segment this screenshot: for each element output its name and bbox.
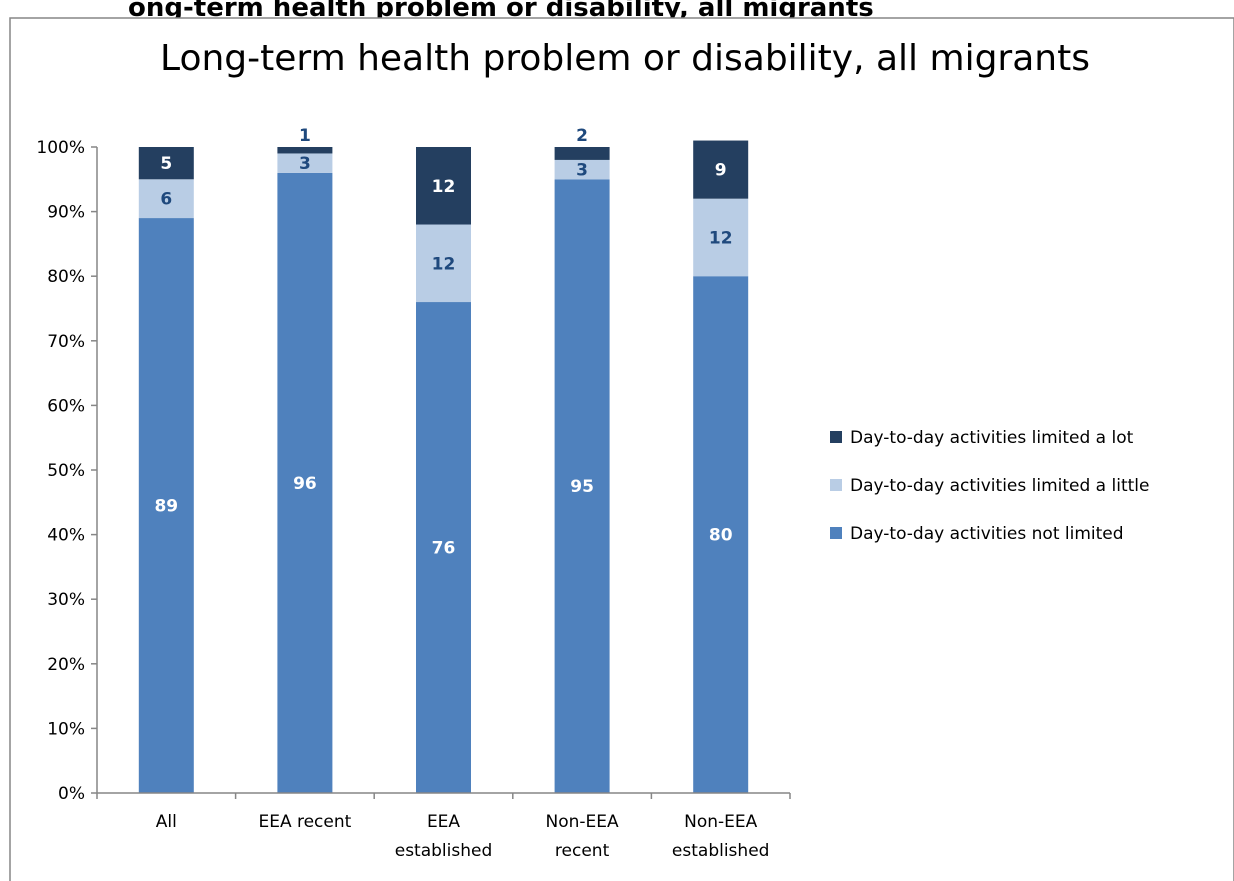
bar-segment <box>138 179 194 219</box>
bar-segment <box>693 276 749 793</box>
x-category-label: Non-EEA recent <box>546 812 620 861</box>
bar-segment <box>554 179 610 794</box>
y-tick-label: 30% <box>47 590 85 610</box>
data-label: 76 <box>432 539 456 559</box>
data-label: 89 <box>154 497 178 517</box>
y-tick-label: 10% <box>47 719 85 739</box>
data-label: 6 <box>160 190 172 210</box>
data-label: 12 <box>432 254 456 274</box>
data-label: 3 <box>576 161 588 181</box>
y-axis: 0% 10% 20% 30% 40% 50% 60% 70% 80% 90% 100% <box>36 138 98 804</box>
bars <box>138 140 749 794</box>
bar-segment <box>277 147 333 154</box>
bar-segment <box>416 302 471 793</box>
data-label: 9 <box>715 161 727 181</box>
legend-label: Day-to-day activities limited a little <box>850 476 1149 496</box>
chart-area-border <box>9 17 1234 881</box>
legend-swatch <box>830 431 842 443</box>
bar-segment <box>277 172 333 794</box>
legend-label: Day-to-day activities not limited <box>850 524 1124 544</box>
x-category-label: EEA recent <box>258 812 351 832</box>
x-category-label: Non-EEA established <box>672 812 770 861</box>
chart-title: Long-term health problem or disability, … <box>160 38 1090 79</box>
data-label: 95 <box>570 477 594 497</box>
y-tick-label: 60% <box>47 396 85 416</box>
data-label: 3 <box>299 154 311 174</box>
y-tick-label: 80% <box>47 267 85 287</box>
y-tick-label: 0% <box>58 784 85 804</box>
y-tick-label: 100% <box>36 138 85 158</box>
legend-label: Day-to-day activities limited a lot <box>850 428 1134 448</box>
x-category-label: EEA established <box>395 812 493 861</box>
bar-segment <box>554 159 610 180</box>
data-label: 2 <box>576 126 588 146</box>
bar-segment <box>138 218 194 793</box>
data-label: 1 <box>299 126 311 146</box>
data-label: 5 <box>160 154 172 174</box>
legend: Day-to-day activities limited a lot Day-t… <box>830 428 1149 544</box>
data-label: 12 <box>709 228 733 248</box>
legend-swatch <box>830 479 842 491</box>
x-axis: All EEA recent EEA established Non-EEA recent… <box>96 792 791 861</box>
bar-segment <box>138 147 194 180</box>
y-tick-label: 70% <box>47 332 85 352</box>
y-tick-label: 40% <box>47 526 85 546</box>
bar-segment <box>554 147 610 160</box>
y-tick-label: 20% <box>47 655 85 675</box>
bar-segment <box>277 153 333 173</box>
x-category-label: All <box>156 812 177 832</box>
y-tick-label: 90% <box>47 203 85 223</box>
y-tick-label: 50% <box>47 461 85 481</box>
data-labels: 89 6 5 96 3 1 76 12 12 95 3 2 80 12 9 <box>154 126 732 559</box>
legend-swatch <box>830 527 842 539</box>
data-label: 12 <box>432 177 456 197</box>
bar-segment <box>416 147 471 225</box>
bar-segment <box>693 198 749 277</box>
data-label: 80 <box>709 526 733 546</box>
data-label: 96 <box>293 474 317 494</box>
bar-segment <box>416 224 471 303</box>
bar-segment <box>693 140 749 199</box>
